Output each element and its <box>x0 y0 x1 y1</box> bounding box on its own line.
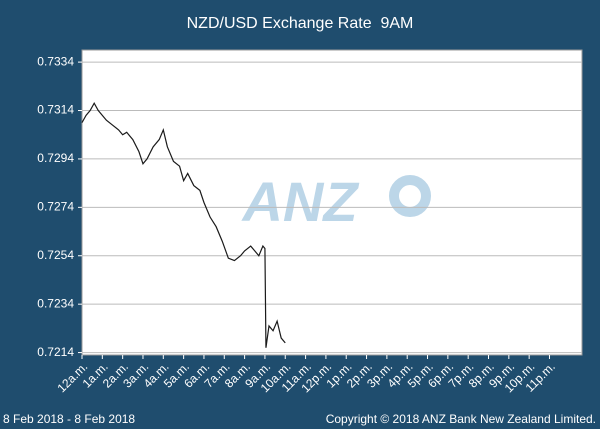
chart-title: NZD/USD Exchange Rate 9AM <box>187 15 414 32</box>
y-tick-label: 0.7234 <box>37 296 74 310</box>
y-tick-label: 0.7334 <box>37 54 74 68</box>
y-tick-label: 0.7214 <box>37 345 74 359</box>
y-tick-label: 0.7254 <box>37 248 74 262</box>
logo-icon <box>389 175 431 217</box>
y-tick-label: 0.7314 <box>37 103 74 117</box>
date-range: 8 Feb 2018 - 8 Feb 2018 <box>3 412 135 426</box>
watermark: ANZ <box>240 170 359 233</box>
y-tick-label: 0.7274 <box>37 200 74 214</box>
y-tick-label: 0.7294 <box>37 151 74 165</box>
line-series <box>81 102 286 348</box>
copyright: Copyright © 2018 ANZ Bank New Zealand Li… <box>326 412 596 426</box>
